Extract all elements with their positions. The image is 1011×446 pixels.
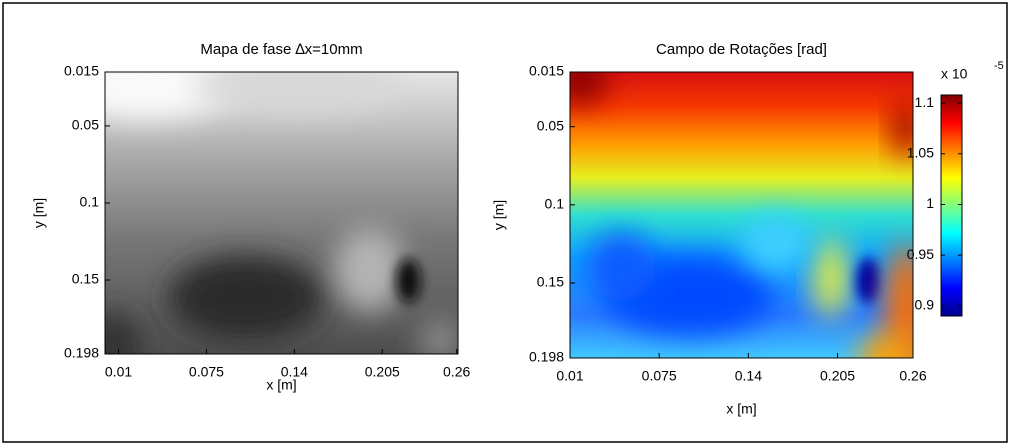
x-tick-label: 0.01 bbox=[105, 364, 132, 380]
y-tick-label: 0.015 bbox=[64, 63, 99, 79]
heatmap-region bbox=[587, 232, 656, 301]
chart-title: Mapa de fase ∆x=10mm bbox=[200, 41, 362, 58]
colorbar-tick-label: 1 bbox=[926, 195, 934, 211]
y-tick-label: 0.015 bbox=[529, 63, 564, 79]
colorbar-tick-label: 1.05 bbox=[907, 145, 934, 161]
x-tick-label: 0.14 bbox=[735, 368, 762, 384]
heatmap-region bbox=[885, 243, 913, 358]
x-tick-label: 0.14 bbox=[281, 364, 308, 380]
y-tick-label: 0.05 bbox=[72, 117, 99, 133]
colorbar-exponent: -5 bbox=[994, 60, 1004, 72]
y-tick-label: 0.198 bbox=[529, 349, 564, 365]
heatmap-region bbox=[419, 317, 458, 354]
x-tick-label: 0.075 bbox=[642, 368, 677, 384]
colorbar-tick-label: 0.9 bbox=[915, 297, 935, 313]
y-tick-label: 0.15 bbox=[537, 274, 564, 290]
y-tick-label: 0.15 bbox=[72, 271, 99, 287]
heatmap-region bbox=[892, 100, 913, 158]
x-tick-label: 0.205 bbox=[820, 368, 855, 384]
heatmap-region bbox=[813, 237, 848, 318]
colorbar-tick-label: 1.1 bbox=[915, 94, 935, 110]
x-tick-label: 0.075 bbox=[189, 364, 224, 380]
colorbar-tick-label: 0.95 bbox=[907, 246, 934, 262]
colorbar-multiplier: x 10 bbox=[941, 66, 968, 82]
x-tick-label: 0.205 bbox=[365, 364, 400, 380]
x-tick-label: 0.26 bbox=[443, 364, 470, 380]
heatmap-region bbox=[858, 335, 913, 358]
y-axis-label: y [m] bbox=[491, 200, 507, 230]
colorbar bbox=[940, 94, 963, 317]
x-axis-label: x [m] bbox=[266, 377, 296, 393]
heatmap-region bbox=[741, 215, 811, 273]
heatmap-region bbox=[193, 72, 406, 115]
y-tick-label: 0.1 bbox=[80, 194, 100, 210]
y-axis-label: y [m] bbox=[31, 198, 47, 228]
chart-title: Campo de Rotações [rad] bbox=[656, 41, 827, 58]
y-tick-label: 0.198 bbox=[64, 345, 99, 361]
heatmap-region bbox=[396, 258, 421, 304]
x-axis-label: x [m] bbox=[726, 401, 756, 417]
heatmap bbox=[570, 72, 913, 358]
plot-frame bbox=[569, 71, 914, 359]
x-tick-label: 0.26 bbox=[899, 368, 926, 384]
heatmap-region bbox=[570, 72, 608, 104]
x-tick-label: 0.01 bbox=[556, 368, 583, 384]
y-tick-label: 0.05 bbox=[537, 117, 564, 133]
heatmap-region bbox=[856, 257, 881, 304]
heatmap-region bbox=[105, 311, 141, 354]
y-tick-label: 0.1 bbox=[545, 196, 565, 212]
heatmap bbox=[105, 72, 458, 354]
heatmap-region bbox=[168, 255, 324, 340]
plot-frame bbox=[104, 71, 459, 355]
heatmap-region bbox=[334, 227, 406, 312]
